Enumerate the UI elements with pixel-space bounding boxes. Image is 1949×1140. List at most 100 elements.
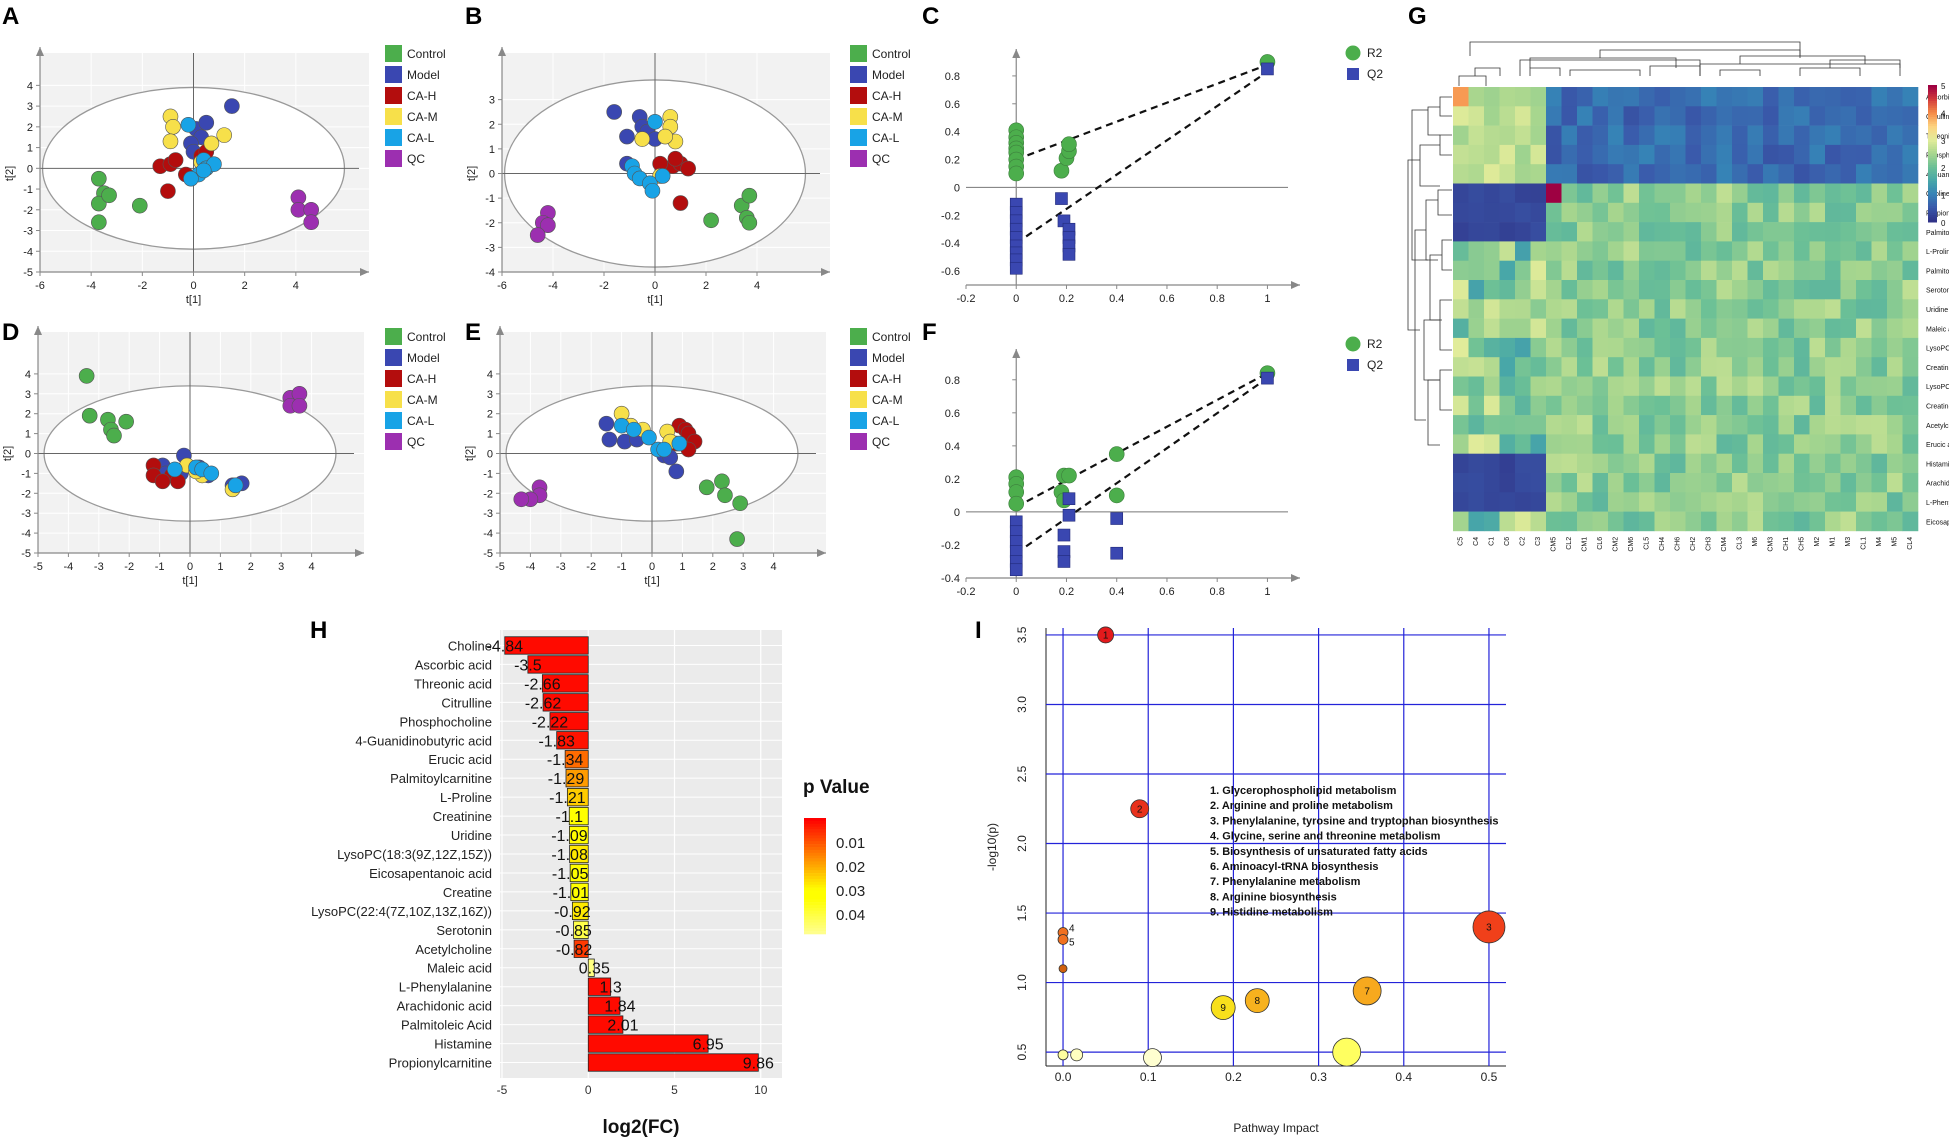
heatmap-cell (1499, 434, 1516, 454)
panel-letter: D (2, 319, 19, 346)
fold-change-bar (587, 958, 595, 977)
y-tick-label: -4 (483, 528, 493, 540)
heatmap-cell (1902, 125, 1919, 146)
heatmap-cell (1825, 434, 1841, 454)
heatmap-cell (1639, 395, 1655, 416)
heatmap-cell (1515, 106, 1531, 126)
heatmap-cell (1561, 511, 1578, 532)
heatmap-cell (1871, 376, 1888, 397)
heatmap-cell (1608, 87, 1624, 107)
heatmap-cell (1871, 492, 1888, 512)
x-tick-label: 0.1 (1140, 1070, 1157, 1084)
score-point-ca-l (180, 116, 197, 133)
x-tick-label: 4 (293, 280, 299, 292)
heatmap-cell (1592, 299, 1609, 319)
y-tick-label: 4 (27, 80, 33, 92)
y-axis-arrow (36, 47, 44, 56)
heatmap-cell (1778, 434, 1795, 454)
heatmap-cell (1701, 395, 1717, 416)
heatmap-cell (1794, 395, 1810, 416)
heatmap-cell (1747, 106, 1764, 126)
heatmap-cell (1623, 222, 1640, 242)
heatmap-cell (1530, 511, 1547, 532)
x-tick-label: -1 (617, 561, 627, 573)
bar-value-label: -1.29 (548, 771, 585, 788)
fold-change-bar (565, 769, 589, 788)
heatmap-cell (1732, 473, 1748, 493)
heatmap-cell (1794, 106, 1810, 126)
column-dendrogram (1569, 69, 1641, 76)
heatmap-cell (1747, 492, 1764, 512)
heatmap-cell (1453, 395, 1469, 416)
heatmap-cell (1453, 144, 1469, 165)
heatmap-row-label: Creatinine (1926, 365, 1949, 372)
legend-gradient (804, 852, 826, 856)
heatmap-cell (1887, 492, 1903, 512)
heatmap-cell (1530, 125, 1547, 146)
heatmap-cell (1654, 511, 1671, 532)
pathway-point (1057, 934, 1069, 945)
colorbar-segment (1928, 107, 1937, 111)
heatmap-cell (1794, 144, 1810, 165)
score-plot-B: -6 -4 -2 0 2 4-4-3-2-10123t[1]t[2]ControlMode… (466, 45, 911, 306)
row-dendrogram (1425, 199, 1438, 261)
heatmap-col-label: CH3 (1706, 537, 1713, 551)
heatmap-col-label: CM4 (1721, 537, 1728, 552)
heatmap-cell (1701, 453, 1717, 474)
heatmap-cell (1530, 106, 1547, 126)
bar-value-label: 0.35 (579, 961, 610, 978)
x-tick-label: 0.2 (1059, 293, 1074, 305)
heatmap-cell (1577, 434, 1593, 454)
heatmap-cell (1887, 222, 1903, 242)
y-tick-label: 0.2 (945, 155, 960, 167)
heatmap-cell (1716, 337, 1733, 358)
heatmap-cell (1654, 453, 1671, 474)
y-tick-label: 3.5 (1015, 626, 1029, 643)
heatmap-cell (1468, 492, 1485, 512)
x-tick-label: 2 (703, 280, 709, 292)
pathway-point-label: 4 (1069, 924, 1075, 935)
heatmap-cell (1499, 202, 1516, 223)
colorbar-segment (1928, 190, 1937, 193)
heatmap-col-label: CL1 (1861, 537, 1868, 550)
heatmap-cell (1499, 222, 1516, 242)
y-axis-arrow (34, 326, 42, 335)
heatmap-cell (1484, 87, 1500, 107)
heatmap-cell (1856, 241, 1872, 261)
heatmap-cell (1825, 376, 1841, 397)
x-tick-label: 0.2 (1059, 586, 1074, 598)
bar-category-label: Threonic acid (414, 676, 492, 691)
heatmap-cell (1515, 241, 1531, 261)
heatmap-cell (1716, 473, 1733, 493)
colorbar-segment (1928, 94, 1937, 97)
heatmap-cell (1825, 125, 1841, 146)
heatmap-cell (1763, 241, 1779, 261)
heatmap-cell (1670, 280, 1686, 300)
colorbar-segment (1928, 164, 1937, 168)
heatmap-cell (1453, 241, 1469, 261)
score-point-ca-l (671, 435, 688, 452)
heatmap-row-label: Acetylcholine (1926, 423, 1949, 430)
legend-gradient (804, 913, 826, 917)
heatmap-cell (1592, 260, 1609, 281)
heatmap-cell (1809, 453, 1826, 474)
colorbar-segment (1928, 112, 1937, 116)
heatmap-cell (1499, 87, 1516, 107)
score-point-model (668, 463, 685, 480)
heatmap-col-label: M6 (1752, 537, 1759, 547)
heatmap-cell (1887, 453, 1903, 474)
y-tick-label: -2 (485, 218, 495, 230)
heatmap-cell (1701, 164, 1717, 184)
heatmap-cell (1794, 376, 1810, 397)
score-point-ca-m (162, 133, 179, 150)
heatmap-cell (1453, 376, 1469, 397)
heatmap-cell (1592, 222, 1609, 242)
heatmap-cell (1902, 376, 1919, 397)
heatmap-cell (1670, 453, 1686, 474)
heatmap-cell (1685, 164, 1702, 184)
x-tick-label: 0.4 (1109, 586, 1124, 598)
heatmap-cell (1825, 395, 1841, 416)
heatmap-cell (1856, 106, 1872, 126)
bar-category-label: Acetylcholine (415, 942, 492, 957)
y-tick-label: 0 (27, 163, 33, 175)
